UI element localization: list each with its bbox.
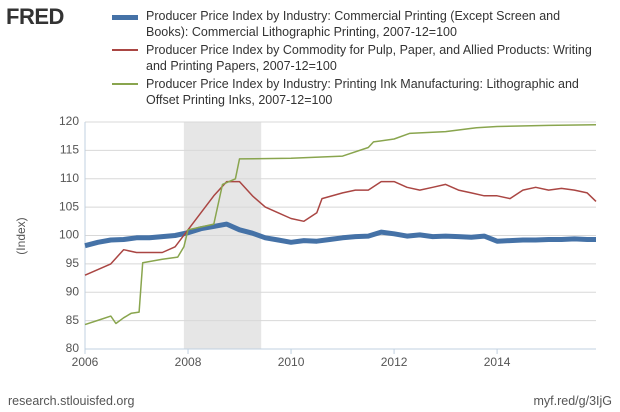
x-tick-label: 2006 — [72, 355, 99, 369]
series-line — [84, 221, 596, 249]
y-tick-label: 105 — [59, 199, 79, 213]
x-tick-label: 2010 — [278, 355, 305, 369]
legend-swatch — [112, 15, 138, 20]
x-tick-label: 2012 — [381, 355, 408, 369]
series-line — [84, 124, 597, 326]
y-axis-title: (Index) — [14, 217, 28, 254]
legend-label: Producer Price Index by Commodity for Pu… — [146, 43, 592, 73]
logo: FRED — [6, 4, 64, 29]
y-tick-label: 110 — [60, 171, 79, 185]
y-tick-label: 120 — [59, 114, 79, 128]
x-tick-label: 2014 — [484, 355, 511, 369]
y-tick-label: 115 — [60, 143, 79, 157]
footer-right: myf.red/g/3IjG — [533, 394, 613, 408]
y-tick-label: 85 — [66, 313, 80, 327]
legend-swatch — [112, 49, 138, 51]
series-line — [84, 180, 597, 276]
legend-entry: Producer Price Index by Industry: Commer… — [112, 8, 602, 40]
y-tick-label: 90 — [66, 284, 80, 298]
y-tick-label: 80 — [66, 341, 80, 355]
x-tick-label: 2008 — [175, 355, 202, 369]
legend-swatch — [112, 83, 138, 85]
legend-label: Producer Price Index by Industry: Printi… — [146, 77, 579, 107]
legend-label: Producer Price Index by Industry: Commer… — [146, 9, 561, 39]
legend: Producer Price Index by Industry: Commer… — [112, 8, 602, 110]
legend-entry: Producer Price Index by Industry: Printi… — [112, 76, 602, 108]
footer-left: research.stlouisfed.org — [8, 394, 135, 408]
legend-entry: Producer Price Index by Commodity for Pu… — [112, 42, 602, 74]
y-tick-label: 95 — [66, 256, 80, 270]
y-tick-label: 100 — [59, 228, 79, 242]
